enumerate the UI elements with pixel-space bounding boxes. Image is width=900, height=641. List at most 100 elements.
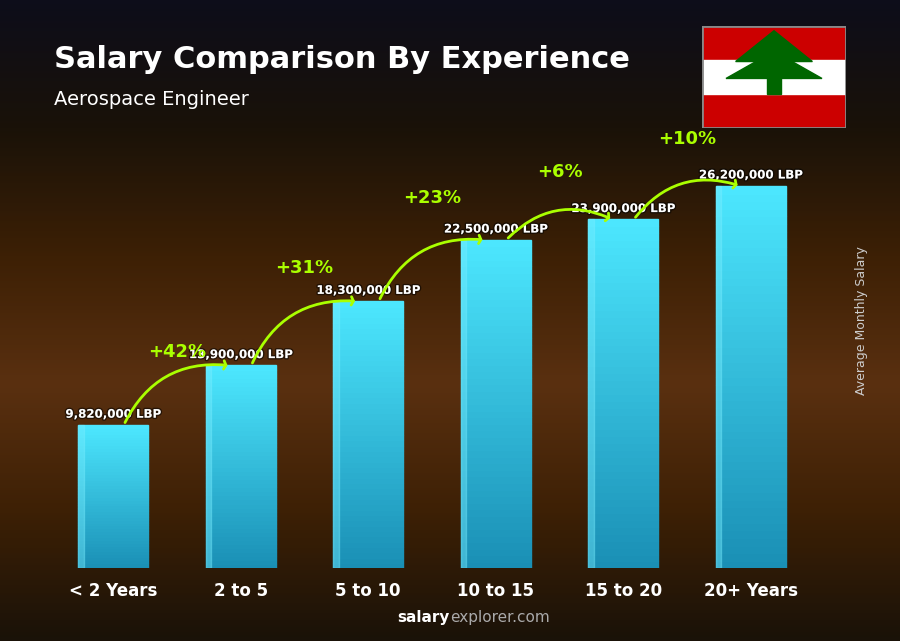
- Bar: [78, 448, 148, 451]
- Bar: [78, 431, 148, 434]
- Bar: [589, 533, 658, 540]
- Bar: [589, 275, 658, 282]
- Bar: [206, 528, 275, 532]
- Bar: [78, 428, 148, 431]
- Text: +31%: +31%: [275, 258, 334, 276]
- Bar: [716, 362, 786, 369]
- Bar: [589, 352, 658, 359]
- Bar: [78, 440, 148, 442]
- Bar: [461, 516, 531, 522]
- Bar: [333, 462, 403, 467]
- Bar: [461, 292, 531, 299]
- Bar: [206, 435, 275, 438]
- Bar: [589, 450, 658, 457]
- Bar: [716, 262, 786, 270]
- Bar: [333, 547, 403, 553]
- Bar: [206, 365, 275, 569]
- Bar: [461, 404, 531, 411]
- Bar: [206, 467, 275, 471]
- Bar: [589, 457, 658, 464]
- Bar: [461, 490, 531, 496]
- Bar: [206, 370, 275, 374]
- Text: 13,900,000 LBP: 13,900,000 LBP: [189, 348, 292, 361]
- Bar: [716, 194, 786, 201]
- Bar: [206, 492, 275, 495]
- Bar: [589, 254, 658, 262]
- Bar: [461, 247, 531, 253]
- Bar: [461, 279, 531, 286]
- Bar: [78, 465, 148, 468]
- Bar: [206, 382, 275, 386]
- Bar: [589, 380, 658, 387]
- Bar: [78, 488, 148, 491]
- Bar: [333, 520, 403, 526]
- Bar: [589, 415, 658, 422]
- Bar: [78, 462, 148, 465]
- Bar: [716, 209, 786, 217]
- Bar: [78, 437, 148, 440]
- Bar: [716, 201, 786, 209]
- Bar: [333, 558, 403, 563]
- Bar: [78, 491, 148, 494]
- Bar: [461, 483, 531, 490]
- Bar: [589, 408, 658, 415]
- Bar: [716, 377, 786, 385]
- Bar: [333, 333, 403, 338]
- Bar: [78, 537, 148, 540]
- Bar: [461, 240, 466, 569]
- Bar: [702, 60, 846, 94]
- Bar: [589, 429, 658, 436]
- Bar: [206, 532, 275, 536]
- Bar: [716, 232, 786, 240]
- Bar: [333, 365, 403, 370]
- Bar: [716, 545, 786, 553]
- Bar: [461, 463, 531, 470]
- Bar: [333, 488, 403, 494]
- Bar: [589, 282, 658, 289]
- Bar: [206, 499, 275, 504]
- Bar: [333, 306, 403, 312]
- Bar: [206, 487, 275, 492]
- Bar: [206, 524, 275, 528]
- Bar: [716, 316, 786, 324]
- Bar: [333, 344, 403, 349]
- Bar: [333, 467, 403, 472]
- Bar: [461, 510, 531, 516]
- Bar: [333, 510, 403, 515]
- Bar: [589, 240, 658, 247]
- Bar: [333, 472, 403, 478]
- Bar: [716, 324, 786, 331]
- Bar: [333, 397, 403, 403]
- Bar: [333, 317, 403, 322]
- Bar: [78, 494, 148, 497]
- Bar: [206, 402, 275, 406]
- Bar: [461, 306, 531, 312]
- Bar: [716, 285, 786, 293]
- Bar: [333, 563, 403, 569]
- Bar: [589, 464, 658, 470]
- Bar: [461, 378, 531, 385]
- Bar: [78, 483, 148, 485]
- Bar: [716, 492, 786, 499]
- Bar: [461, 240, 531, 569]
- Bar: [333, 354, 403, 360]
- Bar: [206, 422, 275, 426]
- Bar: [716, 553, 786, 561]
- Bar: [589, 394, 658, 401]
- Bar: [589, 359, 658, 366]
- Bar: [333, 440, 403, 445]
- Text: Average Monthly Salary: Average Monthly Salary: [856, 246, 868, 395]
- Bar: [78, 445, 148, 448]
- Text: +10%: +10%: [658, 130, 716, 148]
- Bar: [716, 354, 786, 362]
- Bar: [78, 468, 148, 471]
- Bar: [461, 496, 531, 503]
- Bar: [206, 426, 275, 431]
- Bar: [716, 530, 786, 538]
- Bar: [206, 406, 275, 410]
- Bar: [206, 390, 275, 394]
- Bar: [333, 553, 403, 558]
- Bar: [589, 338, 658, 345]
- Bar: [78, 554, 148, 557]
- Bar: [716, 224, 786, 232]
